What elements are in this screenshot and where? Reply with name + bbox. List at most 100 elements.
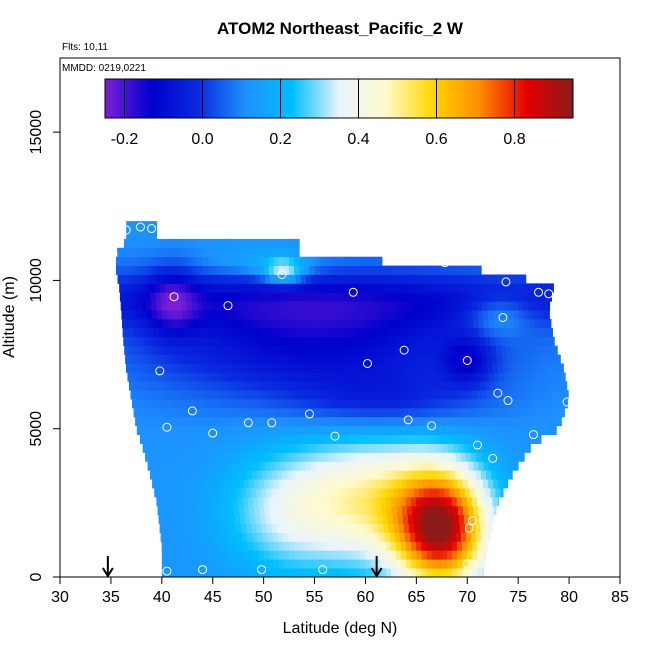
heatmap-cell [233,310,239,320]
heatmap-cell [269,443,276,453]
heatmap-cell [280,327,286,338]
heatmap-cell [239,443,245,453]
heatmap-cell [218,247,225,258]
sample-point [198,565,208,575]
heatmap-cell [317,470,324,480]
heatmap-cell [356,399,362,409]
heatmap-cell [424,283,431,293]
heatmap-cell [346,372,352,382]
heatmap-cell [278,390,284,400]
heatmap-cell [208,505,214,516]
sample-point [534,287,544,297]
heatmap-cell [264,318,271,329]
heatmap-cell [524,274,527,284]
heatmap-cell [178,274,185,284]
heatmap-cell [451,301,458,311]
heatmap-cell [351,505,357,516]
heatmap-cell [350,568,356,578]
heatmap-cell [284,559,290,569]
heatmap-cell [473,399,479,409]
heatmap-cell [352,514,358,525]
heatmap-cell [232,496,239,507]
heatmap-cell [281,523,288,533]
heatmap-cell [248,479,255,489]
heatmap-cell [221,283,227,293]
heatmap-cell [482,301,488,311]
heatmap-cell [213,443,220,453]
heatmap-cell [517,292,523,302]
heatmap-cell [477,568,483,578]
heatmap-cell [297,345,303,355]
heatmap-cell [149,283,156,293]
heatmap-cell [391,318,398,329]
heatmap-cell [410,496,417,507]
heatmap-cell [170,345,176,355]
heatmap-cell [187,425,194,436]
heatmap-cell [182,550,188,560]
heatmap-cell [127,327,134,338]
heatmap-cell [485,488,491,498]
heatmap-cell [228,256,234,266]
heatmap-cell [296,407,302,418]
heatmap-cell [532,292,538,302]
heatmap-cell [498,318,505,329]
heatmap-cell [372,514,378,525]
heatmap-cell [243,568,249,578]
heatmap-cell [257,434,263,444]
heatmap-cell [278,568,285,578]
heatmap-cell [231,283,237,293]
heatmap-cell [136,310,143,320]
heatmap-cell [403,336,409,347]
heatmap-cell [148,336,155,347]
sample-point [562,397,572,407]
heatmap-cell [408,514,414,525]
heatmap-cell [242,390,248,400]
heatmap-cell [230,407,236,418]
heatmap-cell [122,274,129,284]
heatmap-cell [436,559,443,569]
heatmap-cell [233,568,239,578]
heatmap-cell [192,363,198,373]
heatmap-cell [478,505,484,516]
heatmap-cell [374,434,380,444]
heatmap-cell [309,301,315,311]
heatmap-cell [442,425,448,436]
heatmap-cell [201,452,207,462]
heatmap-cell [200,283,207,293]
heatmap-cell [164,523,171,533]
heatmap-cell [263,265,270,275]
heatmap-cell [407,505,413,516]
heatmap-cell [478,327,485,338]
heatmap-cell [487,496,493,507]
heatmap-cell [368,345,375,355]
heatmap-cell [134,238,140,249]
heatmap-cell [420,354,426,364]
heatmap-cell [509,461,515,471]
heatmap-cell [491,292,498,302]
heatmap-cell [363,283,370,293]
heatmap-cell [401,559,407,569]
heatmap-cell [142,274,149,284]
heatmap-cell [318,416,324,427]
heatmap-cell [246,238,252,249]
heatmap-cell [214,274,220,284]
heatmap-cell [483,443,490,453]
heatmap-cell [287,470,293,480]
heatmap-cell [412,274,419,284]
heatmap-cell [323,532,330,542]
heatmap-cell [169,488,175,498]
heatmap-cell [283,496,290,507]
heatmap-cell [328,434,334,444]
heatmap-cell [278,496,285,507]
heatmap-cell [453,372,459,382]
heatmap-cell [519,318,525,329]
heatmap-cell [371,425,377,436]
heatmap-cell [190,381,196,391]
heatmap-cell [224,327,230,338]
heatmap-cell [362,336,369,347]
sample-point [169,292,179,302]
heatmap-cell [563,390,569,400]
heatmap-cell [308,390,315,400]
heatmap-cell [358,283,364,293]
heatmap-cell [390,559,397,569]
